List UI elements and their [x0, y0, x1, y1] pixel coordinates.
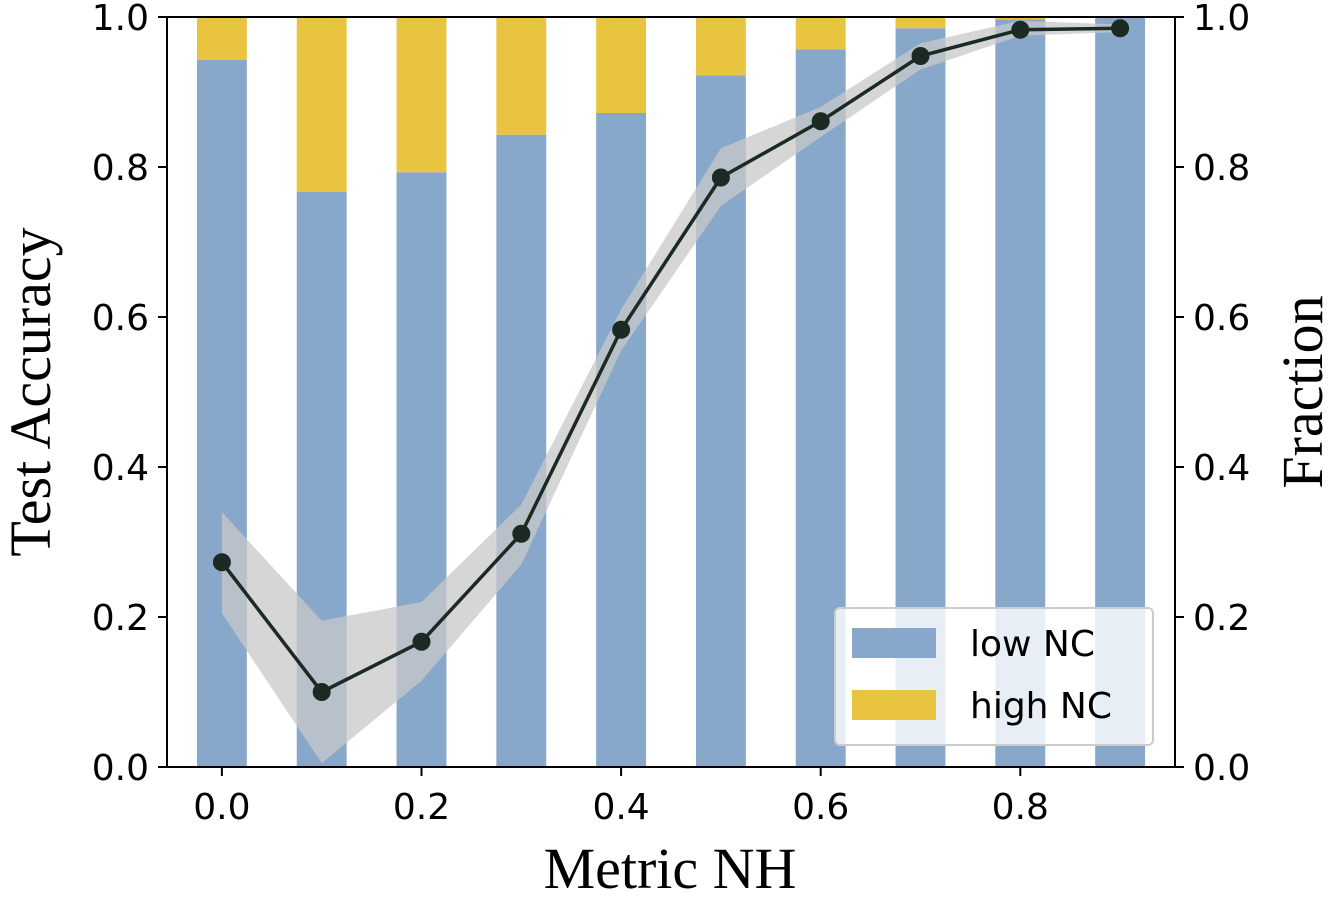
accuracy-point-8 — [1011, 20, 1030, 39]
accuracy-point-9 — [1111, 19, 1130, 38]
accuracy-point-2 — [412, 632, 431, 651]
bar-high-nc-5 — [695, 17, 746, 76]
bar-high-nc-1 — [296, 17, 347, 192]
accuracy-line-layer — [212, 19, 1130, 701]
legend-label-low-nc: low NC — [970, 624, 1095, 665]
bar-high-nc-8 — [995, 17, 1046, 20]
right-y-tick-label-5: 1.0 — [1193, 0, 1250, 39]
bar-low-nc-0 — [196, 59, 247, 767]
accuracy-point-0 — [212, 553, 231, 572]
left-y-tick-label-1: 0.2 — [92, 598, 149, 639]
accuracy-point-3 — [512, 524, 531, 543]
legend-label-high-nc: high NC — [970, 686, 1112, 727]
right-y-axis-label: Fraction — [1270, 295, 1329, 488]
x-tick-label-2: 0.4 — [592, 787, 649, 828]
bar-high-nc-7 — [895, 17, 946, 29]
left-y-axis-label: Test Accuracy — [0, 227, 63, 556]
right-y-tick-label-3: 0.6 — [1193, 298, 1250, 339]
bar-high-nc-0 — [196, 17, 247, 60]
accuracy-point-4 — [612, 320, 631, 339]
accuracy-point-6 — [811, 112, 830, 131]
plot-frame — [166, 16, 1176, 768]
accuracy-error-band — [221, 20, 1121, 764]
left-y-tick-label-3: 0.6 — [92, 298, 149, 339]
x-tick-label-4: 0.8 — [992, 787, 1049, 828]
right-y-tick-label-4: 0.8 — [1193, 148, 1250, 189]
x-axis-label: Metric NH — [544, 836, 797, 894]
right-y-tick-label-0: 0.0 — [1193, 748, 1250, 789]
right-y-tick-label-1: 0.2 — [1193, 598, 1250, 639]
legend-swatch-high-nc — [852, 690, 936, 720]
left-y-tick-label-0: 0.0 — [92, 748, 149, 789]
legend-swatch-low-nc — [852, 628, 936, 658]
bar-low-nc-3 — [496, 134, 547, 767]
left-y-tick-label-2: 0.4 — [92, 448, 149, 489]
bar-high-nc-3 — [496, 17, 547, 135]
accuracy-point-5 — [711, 168, 730, 187]
accuracy-point-7 — [911, 47, 930, 65]
left-y-tick-label-5: 1.0 — [92, 0, 149, 39]
axes-layer: 0.0 0.2 0.4 0.6 0.8 0.0 0.0 0.2 0.2 0.4 0.4 0.6 0.6 0… — [92, 0, 1251, 828]
x-tick-label-0: 0.0 — [193, 787, 250, 828]
x-tick-label-1: 0.2 — [393, 787, 450, 828]
legend: low NC high NC — [834, 607, 1154, 746]
bar-low-nc-4 — [596, 113, 647, 767]
bar-high-nc-6 — [795, 17, 846, 50]
accuracy-line — [220, 26, 1121, 695]
error-band-layer — [221, 20, 1121, 764]
bar-high-nc-4 — [596, 17, 647, 113]
x-tick-label-3: 0.6 — [792, 787, 849, 828]
left-y-tick-label-4: 0.8 — [92, 148, 149, 189]
bar-high-nc-2 — [396, 17, 447, 173]
accuracy-point-1 — [312, 683, 331, 701]
right-y-tick-label-2: 0.4 — [1193, 448, 1250, 489]
